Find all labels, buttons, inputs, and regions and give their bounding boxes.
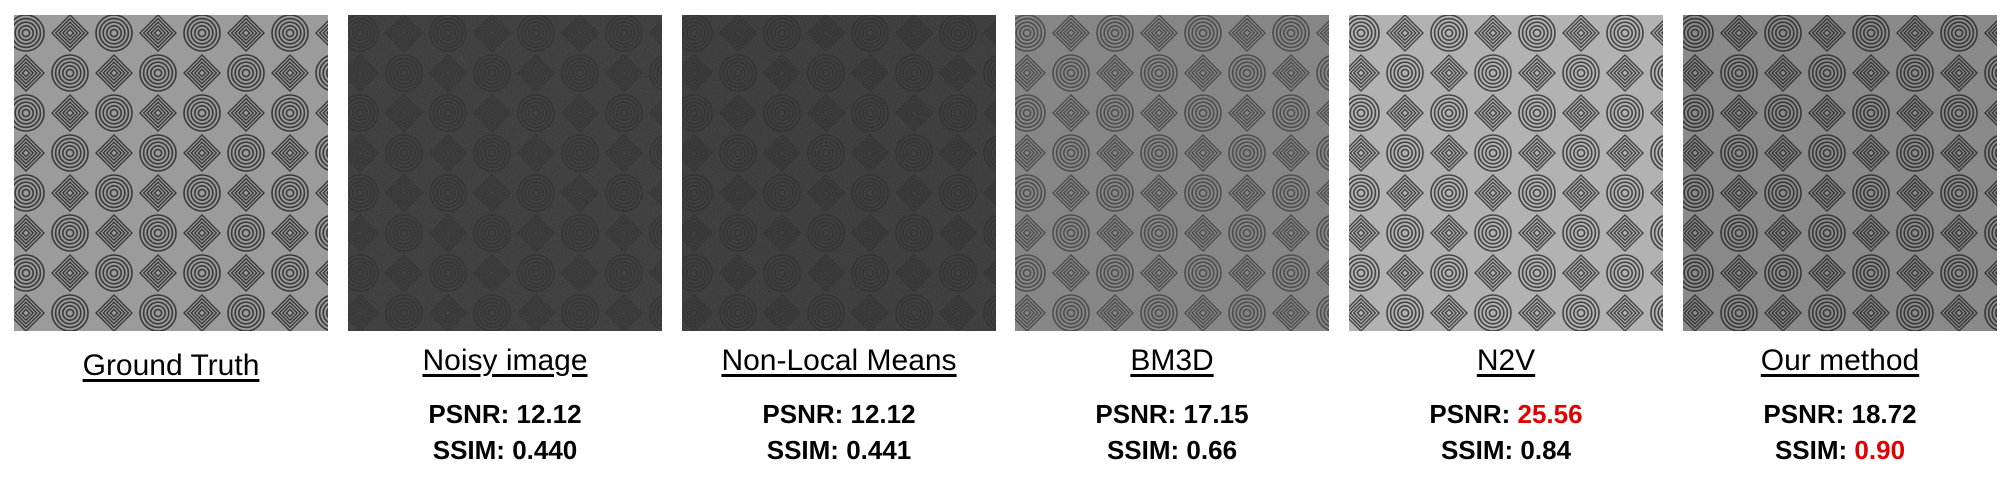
ssim-value: 0.66: [1186, 435, 1238, 465]
panel-noisy-image: Noisy image PSNR: 12.12 SSIM: 0.440: [348, 0, 668, 484]
metrics: PSNR: 25.56 SSIM: 0.84: [1349, 396, 1663, 468]
psnr-line: PSNR: 17.15: [1015, 396, 1329, 432]
panel-caption: Noisy image: [422, 344, 588, 377]
ssim-line: SSIM: 0.84: [1349, 432, 1663, 468]
ssim-value: 0.90: [1854, 435, 1906, 465]
noise-overlay: [1349, 15, 1663, 331]
result-image: [348, 15, 662, 331]
panel-caption: Non-Local Means: [721, 344, 957, 377]
metrics: PSNR: 12.12 SSIM: 0.441: [682, 396, 996, 468]
ssim-label: SSIM:: [1440, 435, 1521, 465]
psnr-value: 17.15: [1183, 399, 1249, 429]
noise-overlay: [14, 15, 328, 331]
result-image: [14, 15, 328, 331]
ssim-label: SSIM:: [1106, 435, 1187, 465]
panel-caption: BM3D: [1130, 344, 1214, 377]
ssim-value: 0.441: [846, 435, 912, 465]
noise-overlay: [348, 15, 662, 331]
noise-overlay: [1683, 15, 1997, 331]
ssim-label: SSIM:: [432, 435, 513, 465]
result-image: [682, 15, 996, 331]
ssim-line: SSIM: 0.441: [682, 432, 996, 468]
result-image: [1683, 15, 1997, 331]
psnr-value: 12.12: [516, 399, 582, 429]
noise-overlay: [682, 15, 996, 331]
ssim-value: 0.84: [1520, 435, 1572, 465]
psnr-line: PSNR: 18.72: [1683, 396, 1997, 432]
psnr-value: 18.72: [1851, 399, 1917, 429]
result-image: [1015, 15, 1329, 331]
ssim-line: SSIM: 0.66: [1015, 432, 1329, 468]
panel-caption: Ground Truth: [82, 349, 260, 382]
panel-bm3d: BM3D PSNR: 17.15 SSIM: 0.66: [1015, 0, 1335, 484]
ssim-line: SSIM: 0.90: [1683, 432, 1997, 468]
psnr-label: PSNR:: [428, 399, 517, 429]
ssim-line: SSIM: 0.440: [348, 432, 662, 468]
metrics: PSNR: 18.72 SSIM: 0.90: [1683, 396, 1997, 468]
result-image: [1349, 15, 1663, 331]
panel-caption: Our method: [1760, 344, 1920, 377]
metrics: PSNR: 17.15 SSIM: 0.66: [1015, 396, 1329, 468]
panel-ground-truth: Ground Truth: [14, 0, 334, 484]
ssim-label: SSIM:: [1774, 435, 1855, 465]
psnr-line: PSNR: 25.56: [1349, 396, 1663, 432]
panel-non-local-means: Non-Local Means PSNR: 12.12 SSIM: 0.441: [682, 0, 1002, 484]
psnr-label: PSNR:: [762, 399, 851, 429]
noise-overlay: [1015, 15, 1329, 331]
psnr-line: PSNR: 12.12: [348, 396, 662, 432]
ssim-label: SSIM:: [766, 435, 847, 465]
panel-n2v: N2V PSNR: 25.56 SSIM: 0.84: [1349, 0, 1669, 484]
psnr-label: PSNR:: [1763, 399, 1852, 429]
psnr-label: PSNR:: [1095, 399, 1184, 429]
ssim-value: 0.440: [512, 435, 578, 465]
psnr-label: PSNR:: [1429, 399, 1518, 429]
panel-caption: N2V: [1476, 344, 1536, 377]
psnr-value: 25.56: [1517, 399, 1583, 429]
panel-our-method: Our method PSNR: 18.72 SSIM: 0.90: [1683, 0, 2003, 484]
psnr-value: 12.12: [850, 399, 916, 429]
metrics: PSNR: 12.12 SSIM: 0.440: [348, 396, 662, 468]
psnr-line: PSNR: 12.12: [682, 396, 996, 432]
